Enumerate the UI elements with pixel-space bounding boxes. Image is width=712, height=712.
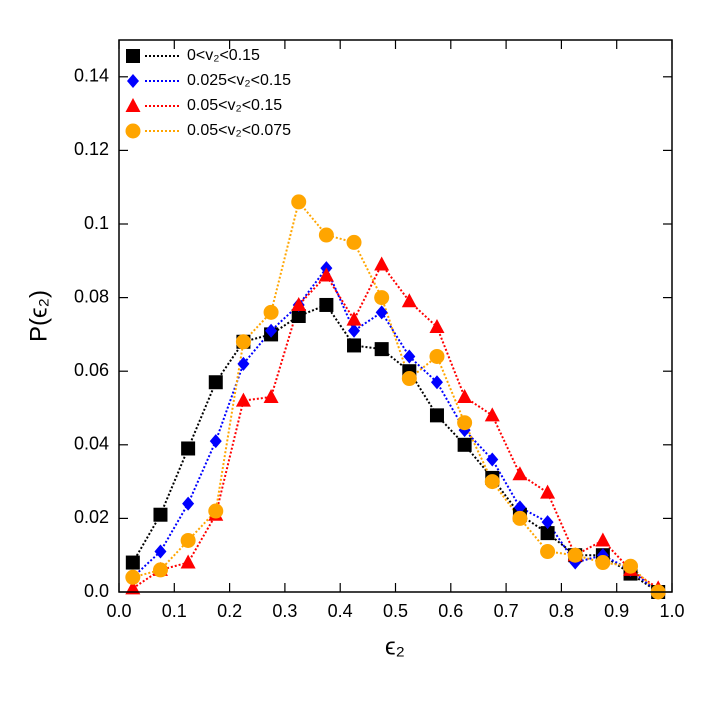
y-tick-label: 0.08 [74,286,109,306]
marker-diamond [403,349,416,364]
marker-circle [208,503,224,519]
series-line [132,262,659,590]
x-tick-label: 0.6 [438,601,463,621]
marker-triangle [263,388,279,403]
marker-square [347,338,362,353]
marker-triangle [318,267,334,282]
legend-label: 0.05<v₂<0.15 [187,97,282,114]
marker-triangle [125,580,141,595]
x-axis-title: ϵ₂ [385,633,405,660]
x-tick-label: 0.4 [328,601,353,621]
marker-triangle [291,296,307,311]
marker-triangle [484,407,500,422]
marker-triangle [125,98,141,112]
marker-diamond [154,544,167,559]
marker-circle [429,348,445,364]
marker-triangle [429,319,445,334]
marker-diamond [430,375,443,390]
marker-diamond [541,515,554,530]
legend-label: 0.025<v₂<0.15 [187,72,291,89]
marker-triangle [346,311,362,326]
marker-diamond [237,356,250,371]
marker-diamond [209,434,222,449]
marker-circle [595,555,611,571]
x-tick-label: 0.1 [162,601,187,621]
marker-circle [180,532,196,548]
x-tick-label: 0.3 [272,601,297,621]
y-tick-label: 0.12 [74,139,109,159]
y-tick-label: 0.0 [84,581,109,601]
marker-triangle [457,388,473,403]
marker-circle [540,544,556,560]
marker-square [319,297,334,312]
marker-square [429,408,444,423]
x-tick-label: 0.5 [383,601,408,621]
x-tick-label: 0.9 [604,601,629,621]
marker-square [153,507,168,522]
marker-diamond [127,74,139,88]
marker-triangle [374,256,390,271]
marker-circle [567,547,583,563]
marker-circle [346,234,362,250]
marker-triangle [235,392,251,407]
marker-square [126,49,140,63]
marker-triangle [401,293,417,308]
marker-circle [374,290,390,306]
y-tick-label: 0.14 [74,66,109,86]
marker-diamond [375,305,388,320]
x-tick-label: 0.8 [549,601,574,621]
marker-diamond [348,323,361,338]
y-tick-label: 0.04 [74,434,109,454]
marker-circle [512,510,528,526]
marker-diamond [486,452,499,467]
series-line [132,199,659,593]
y-tick-label: 0.02 [74,507,109,527]
series-line [132,266,659,593]
marker-square [181,441,196,456]
plot-frame [118,39,673,593]
y-tick-label: 0.06 [74,360,109,380]
x-tick-label: 0.7 [494,601,519,621]
marker-circle [318,227,334,243]
marker-diamond [182,496,195,511]
marker-triangle [180,554,196,569]
marker-circle [152,562,168,578]
marker-diamond [513,500,526,515]
marker-circle [623,558,639,574]
legend-label: 0.05<v₂<0.075 [187,122,291,139]
legend-label: 0<v₂<0.15 [187,47,260,64]
marker-triangle [540,484,556,499]
marker-square [457,437,472,452]
marker-circle [401,371,417,387]
marker-circle [484,474,500,490]
marker-square [540,526,555,541]
y-tick-label: 0.1 [84,213,109,233]
marker-circle [263,304,279,320]
y-axis-title: P(ϵ₂) [25,290,52,342]
marker-circle [235,334,251,350]
marker-square [125,555,140,570]
marker-square [291,309,306,323]
marker-circle [125,569,141,585]
marker-diamond [265,323,278,338]
x-tick-label: 0.2 [217,601,242,621]
marker-square [374,342,389,357]
marker-square [208,375,223,390]
marker-circle [125,123,141,139]
marker-triangle [595,532,611,547]
marker-circle [291,194,307,210]
x-tick-label: 1.0 [659,601,684,621]
marker-circle [457,415,473,431]
marker-triangle [512,466,528,481]
x-tick-label: 0.0 [106,601,131,621]
